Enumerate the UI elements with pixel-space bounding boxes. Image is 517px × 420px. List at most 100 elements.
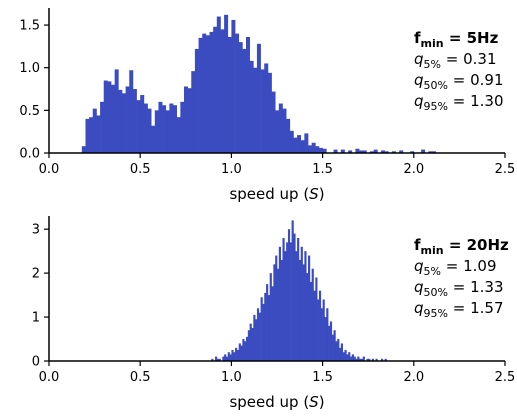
- histogram-bar: [176, 117, 181, 153]
- x-tick-label: 2.0: [403, 370, 424, 385]
- histogram-bar: [348, 150, 353, 153]
- histogram-bar: [335, 341, 338, 361]
- histogram-bar: [280, 259, 283, 361]
- histogram-bar: [380, 150, 385, 153]
- histogram-bar: [227, 37, 232, 153]
- histogram-bar: [231, 19, 236, 153]
- histogram-bar: [251, 328, 254, 361]
- q5-stat: q5% = 1.09: [414, 257, 497, 278]
- histogram-bar: [118, 89, 123, 153]
- histogram-bar: [297, 135, 302, 153]
- histogram-bar: [143, 103, 148, 153]
- histogram-bar: [244, 341, 247, 361]
- y-tick-label: 0.5: [19, 104, 40, 119]
- histogram-bar: [121, 93, 126, 153]
- histogram-bar: [242, 48, 247, 153]
- histogram-bar: [371, 358, 375, 361]
- x-tick-label: 0.5: [130, 370, 151, 385]
- stats-annotation: fmin = 5Hz q5% = 0.31 q50% = 0.91 q95% =…: [414, 29, 504, 113]
- histogram-bar: [320, 308, 323, 361]
- histogram-bar: [236, 350, 240, 361]
- y-tick-label: 1.5: [19, 19, 40, 34]
- x-tick-label: 1.0: [221, 162, 242, 177]
- x-tick-label: 0.0: [39, 162, 60, 177]
- histogram-bar: [240, 345, 243, 361]
- histogram-bar: [229, 354, 232, 361]
- histogram-bar: [353, 356, 356, 361]
- histogram-bar: [140, 95, 145, 153]
- histogram-bar: [103, 80, 108, 153]
- fmin-title: fmin = 5Hz: [414, 29, 499, 50]
- histogram-bar: [326, 308, 329, 361]
- histogram-bar: [359, 150, 364, 153]
- histogram-bar: [337, 339, 340, 361]
- histogram-bar: [300, 246, 303, 361]
- histogram-bar: [222, 356, 225, 361]
- histogram-bar: [375, 358, 378, 361]
- histogram-bar: [373, 149, 378, 153]
- y-ticks: 0 1 2 3: [32, 223, 49, 370]
- histogram-bar: [147, 108, 152, 153]
- histogram-bar: [322, 299, 325, 361]
- histogram-bar: [286, 242, 289, 361]
- histogram-bar: [344, 350, 347, 361]
- y-tick-label: 0: [32, 355, 40, 370]
- histogram-bar: [256, 43, 261, 153]
- histogram-bar: [173, 105, 178, 153]
- histogram-bar: [158, 101, 163, 153]
- histogram-bar: [342, 352, 345, 361]
- histogram-bar: [125, 86, 130, 153]
- y-tick-label: 0.0: [19, 147, 40, 162]
- histogram-bar: [114, 69, 119, 153]
- histogram-bar: [368, 358, 371, 361]
- histogram-bar: [269, 273, 272, 361]
- histogram-bar: [245, 336, 249, 361]
- histogram-bar: [324, 317, 327, 361]
- histogram-bar: [224, 354, 227, 361]
- histogram-bar: [267, 72, 272, 153]
- histogram-bar: [293, 137, 298, 153]
- x-tick-label: 1.5: [312, 370, 333, 385]
- histogram-bar: [428, 151, 433, 153]
- histogram-bar: [315, 146, 320, 153]
- histogram-bar: [202, 33, 207, 154]
- histogram-bar: [198, 37, 203, 153]
- histogram-bar: [275, 110, 280, 153]
- q50-stat: q50% = 0.91: [414, 71, 504, 92]
- histogram-bar: [96, 115, 101, 153]
- histogram-bar: [194, 48, 199, 153]
- histogram-bar: [282, 108, 287, 153]
- histogram-bar: [322, 148, 327, 153]
- histogram-bar: [220, 29, 225, 153]
- histogram-bar: [235, 347, 238, 361]
- histogram-bar: [384, 151, 389, 153]
- histogram-bar: [318, 290, 322, 361]
- histogram-bar: [264, 292, 267, 361]
- histogram-bar: [253, 314, 256, 361]
- histogram-bar: [311, 142, 316, 153]
- histogram-bar: [362, 356, 365, 361]
- histogram-bar: [355, 148, 360, 153]
- histogram-bar: [391, 151, 396, 153]
- histogram-bar: [318, 147, 323, 153]
- histogram-bar: [267, 295, 271, 361]
- histogram-bar: [162, 105, 167, 153]
- x-tick-label: 2.5: [495, 162, 516, 177]
- histogram-bar: [362, 150, 367, 153]
- histogram-bar: [107, 81, 112, 153]
- histogram-bar: [247, 330, 250, 361]
- histogram-bar: [235, 33, 240, 154]
- histogram-bar: [81, 146, 86, 153]
- histogram-bar: [245, 37, 250, 153]
- histogram-bar: [306, 273, 309, 361]
- histogram-bar: [308, 255, 311, 361]
- histogram-bar: [349, 356, 353, 361]
- histogram-bar: [289, 242, 292, 361]
- histogram-bar: [209, 31, 214, 154]
- histogram-bar: [333, 149, 338, 153]
- histogram-bar: [360, 358, 364, 361]
- histogram-bar: [315, 277, 318, 361]
- x-tick-label: 0.5: [130, 162, 151, 177]
- histogram-bar: [132, 89, 137, 153]
- histogram-bar: [255, 319, 258, 361]
